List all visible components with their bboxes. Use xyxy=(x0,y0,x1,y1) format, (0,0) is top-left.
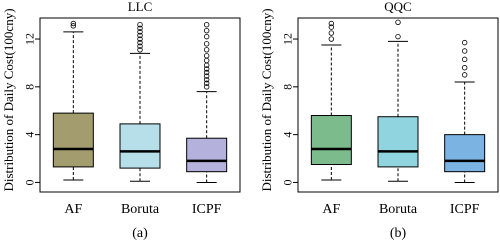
outlier xyxy=(395,19,401,26)
y-tick-label: 4 xyxy=(23,132,37,138)
outlier xyxy=(137,32,143,39)
chart-title: LLC xyxy=(128,0,153,14)
box xyxy=(186,137,228,173)
x-tick-label: ICPF xyxy=(450,202,480,217)
outlier xyxy=(461,48,468,54)
outlier xyxy=(328,36,335,42)
outlier xyxy=(203,27,210,34)
outlier xyxy=(203,80,210,86)
outlier xyxy=(137,36,143,42)
outlier xyxy=(70,20,77,27)
box xyxy=(310,115,352,166)
outlier xyxy=(137,29,143,35)
x-tick-label: Boruta xyxy=(121,202,160,217)
y-tick-label: 0 xyxy=(23,179,37,185)
caption: (b) xyxy=(390,226,407,241)
y-tick-label: 8 xyxy=(23,84,37,90)
y-tick-label: 12 xyxy=(281,33,295,45)
x-tick-label: Boruta xyxy=(379,202,418,217)
outlier xyxy=(461,56,468,63)
outlier xyxy=(203,76,210,83)
box xyxy=(377,116,419,168)
outlier xyxy=(203,69,210,76)
outlier xyxy=(137,25,143,31)
outlier xyxy=(203,73,210,79)
outlier xyxy=(203,47,210,53)
outlier xyxy=(461,39,468,46)
x-tick-label: AF xyxy=(64,202,82,217)
outlier xyxy=(328,24,335,30)
outlier xyxy=(203,53,210,59)
outlier xyxy=(203,84,210,90)
y-tick-label: 4 xyxy=(281,132,295,138)
y-axis-label: Distribution of Daily Cost(100cny) xyxy=(1,8,16,191)
y-tick-label: 8 xyxy=(281,84,295,90)
outlier xyxy=(395,33,401,40)
plot-frame xyxy=(39,17,241,193)
outlier xyxy=(328,30,335,36)
outlier xyxy=(70,23,77,29)
outlier xyxy=(461,65,468,71)
outlier xyxy=(461,72,468,78)
x-tick-label: AF xyxy=(322,202,340,217)
plot-frame xyxy=(297,17,499,193)
outlier xyxy=(137,43,143,49)
outlier xyxy=(328,20,335,27)
outlier xyxy=(137,21,143,28)
outlier xyxy=(203,33,210,40)
outlier xyxy=(137,39,143,46)
outlier xyxy=(203,66,210,72)
chart-title: QQC xyxy=(384,0,411,14)
y-tick-label: 12 xyxy=(23,33,37,45)
outlier xyxy=(137,47,143,53)
y-tick-label: 0 xyxy=(281,179,295,185)
outlier xyxy=(203,57,210,64)
caption: (a) xyxy=(132,226,148,241)
box xyxy=(444,134,486,173)
outlier xyxy=(203,41,210,47)
x-tick-label: ICPF xyxy=(192,202,222,217)
box xyxy=(52,112,94,168)
box xyxy=(119,123,161,169)
outlier xyxy=(203,21,210,28)
y-axis-label: Distribution of Daily Cost(100cny) xyxy=(259,8,274,191)
